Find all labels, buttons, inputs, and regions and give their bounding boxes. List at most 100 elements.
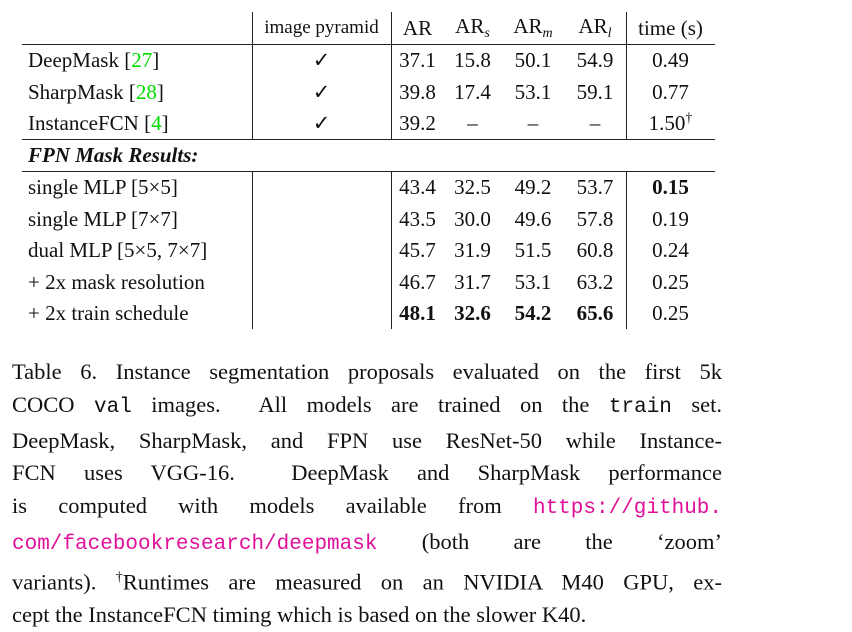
ars-value: 31.9 [454,238,491,263]
arl-value: – [589,110,601,135]
caption-text: cept the InstanceFCN timing which is bas… [12,602,587,628]
arm-value: – [527,110,539,135]
caption-text: Runtimes are measured on an NVIDIA M40 G… [122,569,722,595]
ar-value: 43.4 [391,171,444,204]
arm-value: 51.5 [514,238,552,263]
section-row: FPN Mask Results: [22,139,715,172]
image-pyramid-cell [251,234,392,267]
code-text: val [94,395,132,419]
arl-value: 65.6 [576,300,614,325]
arm-value: 49.6 [514,206,552,231]
caption-text: FCN uses VGG-16. DeepMask and SharpMask … [12,460,722,486]
arm-value: 49.2 [501,171,565,204]
table-row: + 2x train schedule 48.1 32.6 54.2 65.6 0.25 [22,297,715,330]
arl-value: 60.8 [576,238,614,263]
time-value: 0.19 [625,203,715,235]
caption-text: variants). [12,569,116,595]
caption-text: COCO [12,391,94,417]
image-pyramid-check: ✓ [251,44,392,77]
ars-value: 15.8 [443,44,502,77]
header-ar-m: ARm [513,14,553,41]
url-link[interactable]: https://github. [532,497,722,521]
arl-value: 54.9 [564,44,626,77]
ar-value: 39.2 [399,110,436,135]
caption-text: (both are the ‘zoom’ [377,528,722,554]
time-value: 0.25 [625,266,715,298]
arm-value: 53.1 [514,269,552,294]
results-table: image pyramid AR ARs ARm ARl time (s) De… [22,12,715,330]
image-pyramid-cell [251,171,392,204]
header-ar-s: ARs [455,14,490,41]
image-pyramid-check: ✓ [251,107,392,140]
table-row: + 2x mask resolution 46.7 31.7 53.1 63.2 0.25 [22,266,715,298]
table-row: DeepMask [27] ✓ 37.1 15.8 50.1 54.9 0.49 [22,44,715,77]
caption-text: † [115,569,123,585]
time-value: 0.15 [625,171,715,204]
code-text: train [608,395,672,419]
arm-value: 50.1 [501,44,565,77]
method-name: SharpMask [28] [28,79,164,104]
header-row: image pyramid AR ARs ARm ARl time (s) [22,12,715,45]
ar-value: 39.8 [399,79,436,104]
image-pyramid-check: ✓ [251,76,392,108]
time-value: 0.77 [625,76,715,108]
ars-value: 30.0 [454,206,491,231]
citation-link[interactable]: 4 [151,110,162,135]
url-link[interactable]: com/facebookresearch/deepmask [12,532,378,556]
ars-value: – [467,110,478,135]
ars-value: 32.5 [443,171,502,204]
table-caption: Table 6. Instance segmentation proposals… [12,356,722,632]
method-name: + 2x train schedule [28,300,189,325]
caption-line: is computed with models available from h… [12,490,722,526]
citation-link[interactable]: 27 [131,48,153,73]
header-image-pyramid: image pyramid [251,12,392,45]
ar-value: 48.1 [399,300,436,325]
header-ar-l: ARl [578,14,612,41]
arl-value: 59.1 [576,79,614,104]
method-name: DeepMask [27] [22,44,252,77]
method-name: InstanceFCN [4] [28,110,169,135]
ars-value: 32.6 [454,300,491,325]
ar-value: 37.1 [391,44,444,77]
table-row: single MLP [7×7] 43.5 30.0 49.6 57.8 0.19 [22,203,715,235]
caption-line: DeepMask, SharpMask, and FPN use ResNet-… [12,425,722,458]
caption-line: COCO val images. All models are trained … [12,389,722,425]
arm-value: 53.1 [514,79,552,104]
time-value: 0.49 [625,44,715,77]
caption-text: DeepMask, SharpMask, and FPN use ResNet-… [12,427,722,453]
method-name: single MLP [7×7] [28,206,178,231]
ars-value: 31.7 [454,269,491,294]
caption-line: com/facebookresearch/deepmask (both are … [12,526,722,562]
caption-line: cept the InstanceFCN timing which is bas… [12,599,722,632]
caption-text: is computed with models available from [12,493,533,519]
caption-text: set. [671,391,723,417]
ar-value: 46.7 [399,269,436,294]
ar-value: 43.5 [399,206,436,231]
table-row: dual MLP [5×5, 7×7] 45.7 31.9 51.5 60.8 0.24 [22,234,715,267]
header-method [22,12,252,45]
caption-line: variants). †Runtimes are measured on an … [12,562,722,599]
image-pyramid-cell [251,203,392,235]
caption-text: images. All models are trained on the [131,391,609,417]
caption-text: Table 6. Instance segmentation proposals… [12,359,722,384]
time-value: 0.25 [625,297,715,330]
caption-line: Table 6. Instance segmentation proposals… [12,356,722,389]
arm-value: 54.2 [514,300,552,325]
caption-line: FCN uses VGG-16. DeepMask and SharpMask … [12,457,722,490]
table-row: single MLP [5×5] 43.4 32.5 49.2 53.7 0.15 [22,171,715,204]
time-value: 1.50† [625,107,715,140]
header-time: time (s) [625,12,715,45]
table-row: InstanceFCN [4] ✓ 39.2– – –1.50† [22,107,715,140]
section-label: FPN Mask Results: [22,139,715,172]
ars-value: 17.4 [454,79,491,104]
method-name: + 2x mask resolution [28,269,205,294]
ar-value: 45.7 [399,238,436,263]
time-value: 0.24 [625,234,715,267]
arl-value: 53.7 [564,171,626,204]
arl-value: 63.2 [576,269,614,294]
arl-value: 57.8 [576,206,614,231]
header-ar: AR [402,15,433,40]
method-name: dual MLP [5×5, 7×7] [28,238,208,263]
citation-link[interactable]: 28 [135,79,157,104]
image-pyramid-cell [251,297,392,330]
